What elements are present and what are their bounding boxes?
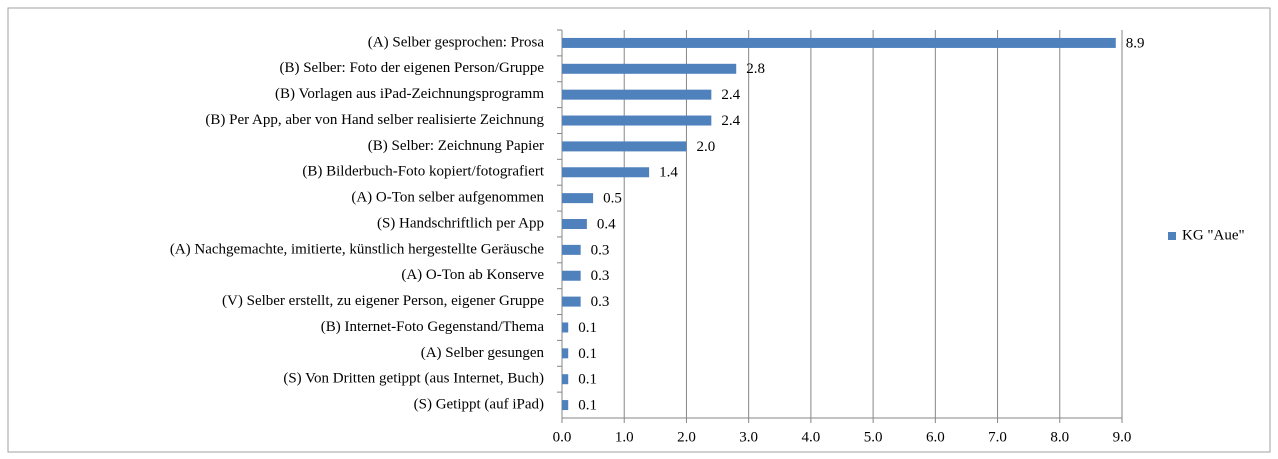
y-tick-label: (B) Internet-Foto Gegenstand/Thema <box>321 319 545 335</box>
x-tick-label: 9.0 <box>1113 429 1132 445</box>
x-tick-label: 0.0 <box>553 429 572 445</box>
y-tick-label: (B) Selber: Zeichnung Papier <box>368 138 544 154</box>
bar <box>562 115 712 126</box>
legend-swatch <box>1168 232 1176 240</box>
y-tick-label: (A) Selber gesprochen: Prosa <box>368 34 545 50</box>
y-tick-label: (A) Nachgemachte, imitierte, künstlich h… <box>170 241 545 257</box>
legend-label: KG "Aue" <box>1182 227 1245 243</box>
bar <box>562 400 569 411</box>
bar <box>562 244 581 255</box>
x-tick-label: 8.0 <box>1050 429 1069 445</box>
value-label: 8.9 <box>1126 35 1145 51</box>
bar <box>562 296 581 307</box>
y-tick-label: (B) Selber: Foto der eigenen Person/Grup… <box>279 60 544 76</box>
value-label: 0.4 <box>597 216 616 232</box>
value-label: 0.3 <box>591 268 610 284</box>
bar <box>562 37 1116 48</box>
x-tick-label: 1.0 <box>615 429 634 445</box>
y-tick-label: (B) Bilderbuch-Foto kopiert/fotografiert <box>302 164 544 180</box>
x-tick-label: 7.0 <box>988 429 1007 445</box>
bar <box>562 63 737 74</box>
value-label: 0.1 <box>578 372 597 388</box>
value-label: 0.1 <box>578 398 597 414</box>
y-tick-label: (A) O-Ton ab Konserve <box>401 267 544 283</box>
x-tick-label: 5.0 <box>864 429 883 445</box>
bar <box>562 348 569 359</box>
value-label: 2.4 <box>721 113 740 129</box>
bar <box>562 270 581 281</box>
bar <box>562 374 569 385</box>
value-label: 2.8 <box>746 61 765 77</box>
x-tick-label: 6.0 <box>926 429 945 445</box>
bar <box>562 219 587 229</box>
x-tick-label: 2.0 <box>677 429 696 445</box>
value-label: 0.1 <box>578 346 597 362</box>
y-tick-label: (A) Selber gesungen <box>421 345 545 361</box>
value-label: 2.4 <box>721 87 740 103</box>
value-label: 2.0 <box>696 139 715 155</box>
bar <box>562 322 569 333</box>
value-label: 0.5 <box>603 191 622 207</box>
value-label: 1.4 <box>659 165 678 181</box>
x-tick-label: 4.0 <box>802 429 821 445</box>
y-tick-label: (S) Getippt (auf iPad) <box>414 397 544 413</box>
y-tick-label: (B) Per App, aber von Hand selber realis… <box>205 112 544 128</box>
value-label: 0.1 <box>578 320 597 336</box>
y-tick-label: (B) Vorlagen aus iPad-Zeichnungsprogramm <box>275 86 544 102</box>
bar <box>562 193 594 204</box>
bar <box>562 89 712 100</box>
value-label: 0.3 <box>591 294 610 310</box>
value-label: 0.3 <box>591 242 610 258</box>
y-tick-label: (S) Handschriftlich per App <box>377 215 544 231</box>
y-tick-label: (A) O-Ton selber aufgenommen <box>351 190 544 206</box>
x-tick-label: 3.0 <box>739 429 758 445</box>
y-tick-label: (V) Selber erstellt, zu eigener Person, … <box>222 293 544 309</box>
bar <box>562 141 687 152</box>
bar <box>562 167 650 178</box>
y-tick-label: (S) Von Dritten getippt (aus Internet, B… <box>283 371 544 387</box>
chart-frame <box>7 7 1271 453</box>
